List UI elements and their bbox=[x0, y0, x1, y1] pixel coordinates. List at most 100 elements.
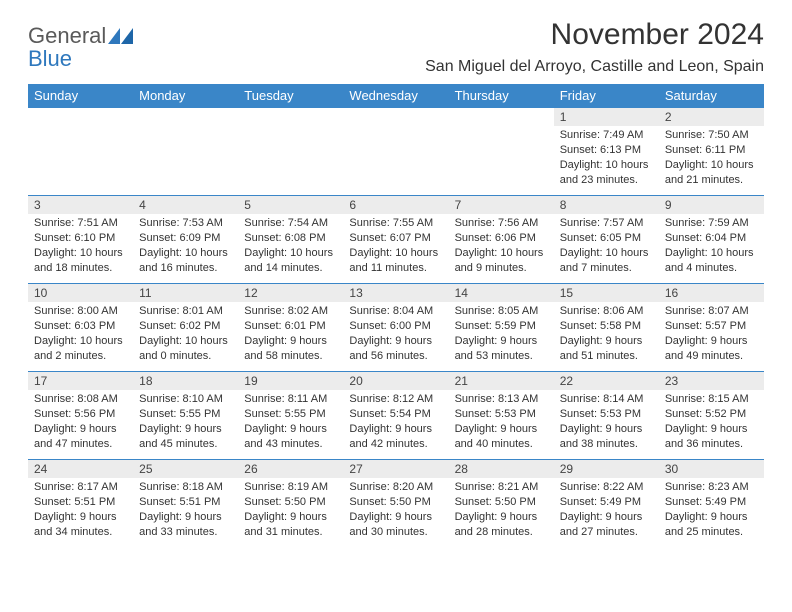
day-number bbox=[343, 108, 448, 112]
calendar-cell: 18Sunrise: 8:10 AMSunset: 5:55 PMDayligh… bbox=[133, 372, 238, 460]
calendar-cell: 11Sunrise: 8:01 AMSunset: 6:02 PMDayligh… bbox=[133, 284, 238, 372]
cell-body: Sunrise: 8:21 AMSunset: 5:50 PMDaylight:… bbox=[449, 478, 554, 543]
cell-line: Sunrise: 8:13 AM bbox=[455, 392, 548, 407]
cell-line: Daylight: 9 hours and 34 minutes. bbox=[34, 510, 127, 540]
cell-line: Sunset: 5:55 PM bbox=[244, 407, 337, 422]
calendar-cell bbox=[133, 108, 238, 196]
cell-body: Sunrise: 8:02 AMSunset: 6:01 PMDaylight:… bbox=[238, 302, 343, 367]
cell-line: Sunset: 6:03 PM bbox=[34, 319, 127, 334]
cell-body: Sunrise: 7:50 AMSunset: 6:11 PMDaylight:… bbox=[659, 126, 764, 191]
cell-body: Sunrise: 7:59 AMSunset: 6:04 PMDaylight:… bbox=[659, 214, 764, 279]
brand-text: General Blue bbox=[28, 24, 106, 70]
cell-body: Sunrise: 8:20 AMSunset: 5:50 PMDaylight:… bbox=[343, 478, 448, 543]
day-number: 16 bbox=[659, 284, 764, 302]
cell-line: Sunset: 5:52 PM bbox=[665, 407, 758, 422]
cell-line: Daylight: 10 hours and 14 minutes. bbox=[244, 246, 337, 276]
cell-line: Sunrise: 8:05 AM bbox=[455, 304, 548, 319]
cell-line: Daylight: 10 hours and 0 minutes. bbox=[139, 334, 232, 364]
day-number: 26 bbox=[238, 460, 343, 478]
cell-body: Sunrise: 8:00 AMSunset: 6:03 PMDaylight:… bbox=[28, 302, 133, 367]
day-number: 22 bbox=[554, 372, 659, 390]
calendar-cell: 3Sunrise: 7:51 AMSunset: 6:10 PMDaylight… bbox=[28, 196, 133, 284]
cell-line: Sunrise: 8:20 AM bbox=[349, 480, 442, 495]
cell-line: Daylight: 9 hours and 28 minutes. bbox=[455, 510, 548, 540]
calendar-cell: 14Sunrise: 8:05 AMSunset: 5:59 PMDayligh… bbox=[449, 284, 554, 372]
cell-body: Sunrise: 8:22 AMSunset: 5:49 PMDaylight:… bbox=[554, 478, 659, 543]
cell-body: Sunrise: 8:18 AMSunset: 5:51 PMDaylight:… bbox=[133, 478, 238, 543]
cell-line: Sunrise: 8:18 AM bbox=[139, 480, 232, 495]
cell-line: Sunset: 6:09 PM bbox=[139, 231, 232, 246]
location-subtitle: San Miguel del Arroyo, Castille and Leon… bbox=[425, 58, 764, 76]
day-number bbox=[28, 108, 133, 112]
day-number: 23 bbox=[659, 372, 764, 390]
cell-line: Daylight: 9 hours and 47 minutes. bbox=[34, 422, 127, 452]
calendar-cell: 8Sunrise: 7:57 AMSunset: 6:05 PMDaylight… bbox=[554, 196, 659, 284]
cell-line: Sunset: 5:51 PM bbox=[34, 495, 127, 510]
cell-body: Sunrise: 7:55 AMSunset: 6:07 PMDaylight:… bbox=[343, 214, 448, 279]
calendar-cell: 9Sunrise: 7:59 AMSunset: 6:04 PMDaylight… bbox=[659, 196, 764, 284]
cell-line: Sunrise: 8:08 AM bbox=[34, 392, 127, 407]
calendar-week-row: 1Sunrise: 7:49 AMSunset: 6:13 PMDaylight… bbox=[28, 108, 764, 196]
cell-line: Sunset: 5:59 PM bbox=[455, 319, 548, 334]
cell-line: Sunrise: 7:59 AM bbox=[665, 216, 758, 231]
brand-word1: General bbox=[28, 23, 106, 48]
cell-line: Daylight: 9 hours and 30 minutes. bbox=[349, 510, 442, 540]
cell-line: Sunset: 5:57 PM bbox=[665, 319, 758, 334]
cell-line: Sunrise: 8:07 AM bbox=[665, 304, 758, 319]
calendar-cell: 29Sunrise: 8:22 AMSunset: 5:49 PMDayligh… bbox=[554, 460, 659, 548]
cell-line: Sunrise: 8:00 AM bbox=[34, 304, 127, 319]
brand-mark-icon bbox=[108, 26, 134, 46]
cell-line: Sunset: 5:50 PM bbox=[349, 495, 442, 510]
calendar-cell: 25Sunrise: 8:18 AMSunset: 5:51 PMDayligh… bbox=[133, 460, 238, 548]
weekday-header: Friday bbox=[554, 84, 659, 108]
cell-line: Sunrise: 8:19 AM bbox=[244, 480, 337, 495]
calendar-cell: 26Sunrise: 8:19 AMSunset: 5:50 PMDayligh… bbox=[238, 460, 343, 548]
day-number: 30 bbox=[659, 460, 764, 478]
calendar-cell: 23Sunrise: 8:15 AMSunset: 5:52 PMDayligh… bbox=[659, 372, 764, 460]
cell-line: Sunrise: 7:55 AM bbox=[349, 216, 442, 231]
cell-body: Sunrise: 8:23 AMSunset: 5:49 PMDaylight:… bbox=[659, 478, 764, 543]
day-number: 12 bbox=[238, 284, 343, 302]
calendar-cell: 4Sunrise: 7:53 AMSunset: 6:09 PMDaylight… bbox=[133, 196, 238, 284]
cell-line: Sunrise: 7:49 AM bbox=[560, 128, 653, 143]
day-number: 19 bbox=[238, 372, 343, 390]
cell-body: Sunrise: 8:05 AMSunset: 5:59 PMDaylight:… bbox=[449, 302, 554, 367]
cell-line: Sunset: 6:11 PM bbox=[665, 143, 758, 158]
cell-line: Sunrise: 8:17 AM bbox=[34, 480, 127, 495]
cell-line: Daylight: 9 hours and 58 minutes. bbox=[244, 334, 337, 364]
calendar-cell: 6Sunrise: 7:55 AMSunset: 6:07 PMDaylight… bbox=[343, 196, 448, 284]
calendar-page: General Blue November 2024 San Miguel de… bbox=[0, 0, 792, 548]
cell-line: Sunrise: 7:51 AM bbox=[34, 216, 127, 231]
cell-body: Sunrise: 8:06 AMSunset: 5:58 PMDaylight:… bbox=[554, 302, 659, 367]
weekday-header: Thursday bbox=[449, 84, 554, 108]
calendar-cell: 22Sunrise: 8:14 AMSunset: 5:53 PMDayligh… bbox=[554, 372, 659, 460]
cell-line: Daylight: 9 hours and 40 minutes. bbox=[455, 422, 548, 452]
calendar-cell: 5Sunrise: 7:54 AMSunset: 6:08 PMDaylight… bbox=[238, 196, 343, 284]
calendar-cell: 16Sunrise: 8:07 AMSunset: 5:57 PMDayligh… bbox=[659, 284, 764, 372]
calendar-cell: 2Sunrise: 7:50 AMSunset: 6:11 PMDaylight… bbox=[659, 108, 764, 196]
calendar-thead: SundayMondayTuesdayWednesdayThursdayFrid… bbox=[28, 84, 764, 108]
cell-body: Sunrise: 8:15 AMSunset: 5:52 PMDaylight:… bbox=[659, 390, 764, 455]
cell-body: Sunrise: 8:13 AMSunset: 5:53 PMDaylight:… bbox=[449, 390, 554, 455]
cell-body: Sunrise: 8:04 AMSunset: 6:00 PMDaylight:… bbox=[343, 302, 448, 367]
cell-body: Sunrise: 8:19 AMSunset: 5:50 PMDaylight:… bbox=[238, 478, 343, 543]
cell-line: Sunrise: 8:23 AM bbox=[665, 480, 758, 495]
cell-line: Sunrise: 8:12 AM bbox=[349, 392, 442, 407]
calendar-cell: 28Sunrise: 8:21 AMSunset: 5:50 PMDayligh… bbox=[449, 460, 554, 548]
brand-logo: General Blue bbox=[28, 18, 134, 70]
calendar-cell: 27Sunrise: 8:20 AMSunset: 5:50 PMDayligh… bbox=[343, 460, 448, 548]
calendar-cell bbox=[449, 108, 554, 196]
calendar-cell: 12Sunrise: 8:02 AMSunset: 6:01 PMDayligh… bbox=[238, 284, 343, 372]
weekday-header: Saturday bbox=[659, 84, 764, 108]
day-number: 29 bbox=[554, 460, 659, 478]
calendar-week-row: 17Sunrise: 8:08 AMSunset: 5:56 PMDayligh… bbox=[28, 372, 764, 460]
cell-line: Daylight: 10 hours and 7 minutes. bbox=[560, 246, 653, 276]
cell-line: Daylight: 9 hours and 33 minutes. bbox=[139, 510, 232, 540]
calendar-week-row: 24Sunrise: 8:17 AMSunset: 5:51 PMDayligh… bbox=[28, 460, 764, 548]
cell-line: Daylight: 9 hours and 43 minutes. bbox=[244, 422, 337, 452]
day-number: 7 bbox=[449, 196, 554, 214]
cell-line: Sunset: 5:49 PM bbox=[560, 495, 653, 510]
day-number: 17 bbox=[28, 372, 133, 390]
calendar-cell: 10Sunrise: 8:00 AMSunset: 6:03 PMDayligh… bbox=[28, 284, 133, 372]
cell-line: Sunset: 6:10 PM bbox=[34, 231, 127, 246]
